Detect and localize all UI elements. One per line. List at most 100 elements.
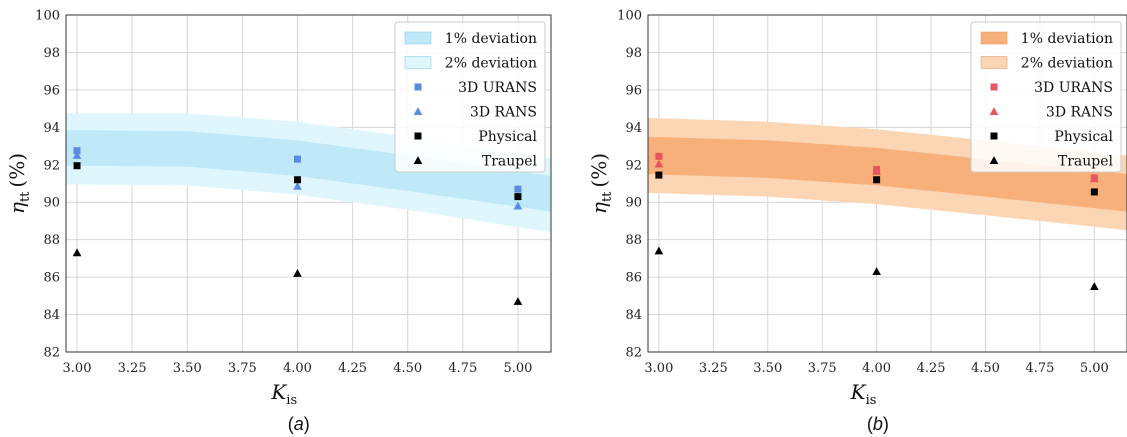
axes-frame <box>65 14 552 353</box>
panel-label: (b) <box>867 414 889 434</box>
legend-swatch <box>980 31 1008 45</box>
y-tick-label: 82 <box>43 346 60 361</box>
series-traupel <box>654 246 1099 290</box>
data-point <box>872 166 881 175</box>
series-physical <box>73 162 522 201</box>
data-point <box>293 176 301 184</box>
legend-label: 3D RANS <box>1046 105 1113 121</box>
data-point <box>293 181 302 190</box>
series-physical <box>655 171 1098 196</box>
legend-label: 3D URANS <box>458 80 537 96</box>
legend-marker <box>413 156 423 164</box>
legend-box <box>970 21 1122 173</box>
data-point <box>873 176 881 184</box>
x-tick-label: 4.25 <box>338 361 367 376</box>
data-point <box>655 152 663 160</box>
x-tick-label: 3.25 <box>118 361 147 376</box>
x-tick-label: 3.50 <box>173 361 202 376</box>
legend-marker <box>989 156 999 164</box>
x-tick-label: 3.25 <box>699 361 728 376</box>
legend-label: 2% deviation <box>1021 56 1113 72</box>
data-point <box>655 171 663 179</box>
legend-label: 2% deviation <box>445 56 537 72</box>
y-tick-label: 86 <box>625 271 642 286</box>
y-tick-label: 94 <box>43 121 60 136</box>
data-point <box>513 201 523 210</box>
legend-marker <box>414 83 422 91</box>
y-tick-label: 100 <box>617 9 642 24</box>
x-tick-label: 5.00 <box>503 361 532 376</box>
series-3d-rans <box>72 151 523 210</box>
x-tick-label: 3.50 <box>753 361 782 376</box>
y-tick-label: 88 <box>43 233 60 248</box>
y-tick-label: 98 <box>625 46 642 61</box>
legend-box <box>394 21 546 173</box>
y-axis-label: ηtt(%) <box>5 153 33 214</box>
x-tick-label: 3.75 <box>228 361 257 376</box>
x-tick-label: 4.00 <box>862 361 891 376</box>
series-traupel <box>72 248 523 305</box>
legend-label: 3D URANS <box>1034 80 1113 96</box>
data-point <box>1090 188 1098 196</box>
legend: 1% deviation 2% deviation 3D URANS 3D RANS P… <box>394 21 546 173</box>
data-point <box>1090 174 1099 183</box>
legend-label: 1% deviation <box>445 31 537 47</box>
legend-swatch <box>404 56 432 69</box>
x-tick-label: 4.50 <box>393 361 422 376</box>
data-point <box>513 297 523 305</box>
y-tick-label: 100 <box>35 9 60 24</box>
data-point <box>73 147 81 155</box>
data-point <box>72 151 82 159</box>
data-point <box>72 248 82 257</box>
y-tick-label: 88 <box>625 233 642 248</box>
data-point <box>293 155 301 163</box>
data-point <box>654 246 664 255</box>
legend-label: Physical <box>1054 129 1113 145</box>
y-tick-label: 84 <box>43 308 60 323</box>
y-tick-label: 98 <box>43 46 60 61</box>
data-point <box>73 162 81 170</box>
x-tick-label: 4.50 <box>971 361 1000 376</box>
data-point <box>654 159 664 168</box>
x-axis-label: Kis <box>270 380 297 408</box>
legend-marker <box>990 132 998 140</box>
series-3d-urans <box>73 147 522 193</box>
chart-panel-1: 3.00 3.25 3.50 3.75 4.00 4.25 4.50 4.75 5.00 82 84… <box>5 9 552 434</box>
chart-panel-2: 3.00 3.25 3.50 3.75 4.00 4.25 4.50 4.75 5.00 82 84… <box>587 9 1127 434</box>
x-tick-label: 4.00 <box>283 361 312 376</box>
series-3d-rans <box>654 159 1099 183</box>
panel-label: (a) <box>288 414 310 434</box>
legend-label: 1% deviation <box>1021 31 1113 47</box>
y-tick-label: 82 <box>625 346 642 361</box>
legend-label: Traupel <box>1058 154 1114 170</box>
legend-marker <box>413 107 423 115</box>
legend-swatch <box>404 31 432 45</box>
axes-frame <box>647 14 1127 353</box>
x-tick-label: 3.00 <box>644 361 673 376</box>
y-tick-label: 90 <box>625 196 642 211</box>
legend-swatch <box>980 56 1008 69</box>
data-point <box>514 185 522 193</box>
y-tick-label: 84 <box>625 308 642 323</box>
x-tick-label: 4.25 <box>917 361 946 376</box>
x-tick-label: 4.75 <box>448 361 477 376</box>
y-tick-label: 92 <box>625 158 642 173</box>
legend-label: Physical <box>478 129 537 145</box>
legend-marker <box>990 83 998 91</box>
legend: 1% deviation 2% deviation 3D URANS 3D RANS P… <box>970 21 1122 173</box>
data-point <box>1090 282 1099 290</box>
y-tick-label: 96 <box>43 83 60 98</box>
y-axis-label: ηtt(%) <box>587 153 615 214</box>
x-tick-label: 5.00 <box>1080 361 1109 376</box>
data-point <box>293 269 302 277</box>
y-tick-label: 86 <box>43 271 60 286</box>
data-point <box>514 193 522 201</box>
band-1pct <box>648 136 1127 212</box>
legend-marker <box>414 132 422 140</box>
band-1pct <box>66 130 551 212</box>
legend-marker <box>989 107 999 115</box>
x-tick-label: 4.75 <box>1025 361 1054 376</box>
legend-label: 3D RANS <box>470 105 537 121</box>
y-tick-label: 90 <box>43 196 60 211</box>
